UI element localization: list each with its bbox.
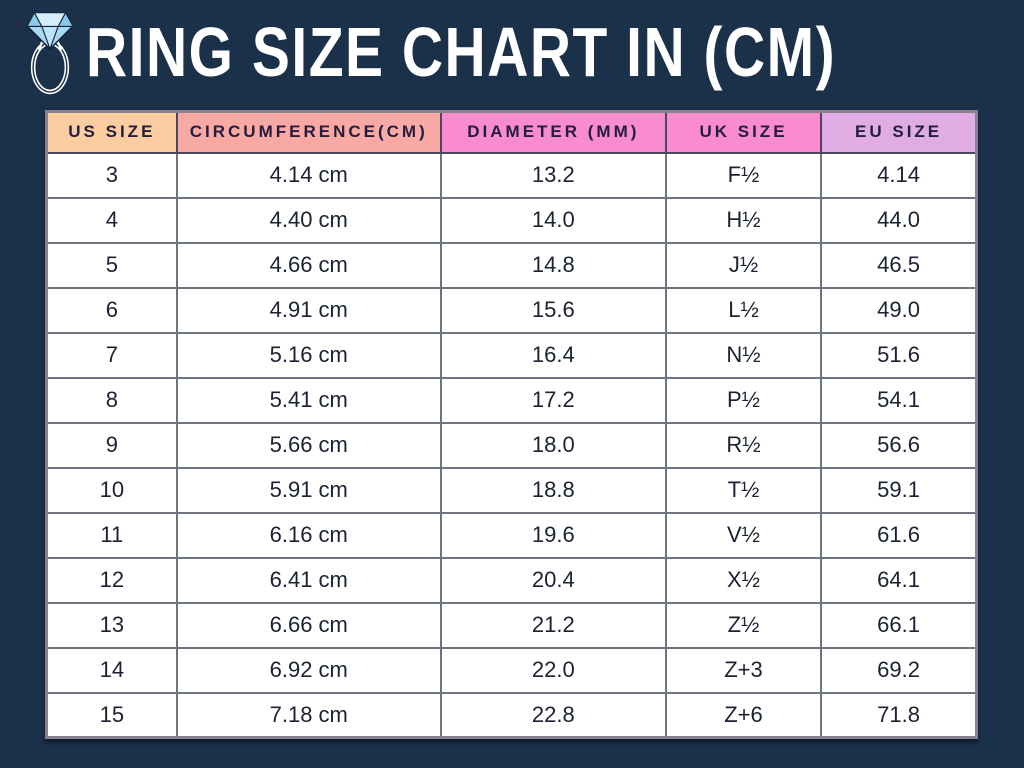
table-row: 14 6.92 cm 22.0 Z+3 69.2 xyxy=(45,646,978,694)
cell-us-size: 3 xyxy=(45,151,178,199)
cell-eu-size: 46.5 xyxy=(820,241,978,289)
cell-uk-size: T½ xyxy=(664,466,823,514)
cell-circumference-cm: 6.41 cm xyxy=(175,556,442,604)
cell-diameter-mm: 20.4 xyxy=(439,556,667,604)
cell-diameter-mm: 22.8 xyxy=(439,691,667,739)
cell-uk-size: V½ xyxy=(664,511,823,559)
cell-us-size: 5 xyxy=(45,241,178,289)
cell-circumference-cm: 5.66 cm xyxy=(175,421,442,469)
cell-uk-size: P½ xyxy=(664,376,823,424)
cell-us-size: 14 xyxy=(45,646,178,694)
cell-circumference-cm: 4.14 cm xyxy=(175,151,442,199)
cell-eu-size: 71.8 xyxy=(820,691,978,739)
page-title: RING SIZE CHART IN (CM) xyxy=(86,13,837,93)
cell-diameter-mm: 14.0 xyxy=(439,196,667,244)
table-row: 13 6.66 cm 21.2 Z½ 66.1 xyxy=(45,601,978,649)
cell-us-size: 8 xyxy=(45,376,178,424)
table-row: 5 4.66 cm 14.8 J½ 46.5 xyxy=(45,241,978,289)
table-row: 3 4.14 cm 13.2 F½ 4.14 xyxy=(45,151,978,199)
table-row: 9 5.66 cm 18.0 R½ 56.6 xyxy=(45,421,978,469)
cell-circumference-cm: 7.18 cm xyxy=(175,691,442,739)
cell-eu-size: 59.1 xyxy=(820,466,978,514)
cell-us-size: 6 xyxy=(45,286,178,334)
cell-diameter-mm: 22.0 xyxy=(439,646,667,694)
cell-diameter-mm: 21.2 xyxy=(439,601,667,649)
cell-uk-size: X½ xyxy=(664,556,823,604)
cell-us-size: 12 xyxy=(45,556,178,604)
cell-diameter-mm: 15.6 xyxy=(439,286,667,334)
cell-circumference-cm: 5.41 cm xyxy=(175,376,442,424)
cell-circumference-cm: 5.16 cm xyxy=(175,331,442,379)
cell-circumference-cm: 4.91 cm xyxy=(175,286,442,334)
cell-us-size: 9 xyxy=(45,421,178,469)
table-container: US SIZE CIRCUMFERENCE(CM) DIAMETER (MM) UK … xyxy=(45,110,978,739)
cell-diameter-mm: 17.2 xyxy=(439,376,667,424)
cell-diameter-mm: 19.6 xyxy=(439,511,667,559)
cell-diameter-mm: 18.8 xyxy=(439,466,667,514)
column-header-uk-size: UK SIZE xyxy=(664,110,823,154)
cell-uk-size: H½ xyxy=(664,196,823,244)
column-header-circumference-cm: CIRCUMFERENCE(CM) xyxy=(175,110,442,154)
table-header-row: US SIZE CIRCUMFERENCE(CM) DIAMETER (MM) UK … xyxy=(45,110,978,154)
cell-uk-size: Z+6 xyxy=(664,691,823,739)
column-header-eu-size: EU SIZE xyxy=(820,110,978,154)
cell-uk-size: Z+3 xyxy=(664,646,823,694)
cell-circumference-cm: 6.66 cm xyxy=(175,601,442,649)
cell-diameter-mm: 16.4 xyxy=(439,331,667,379)
table-row: 11 6.16 cm 19.6 V½ 61.6 xyxy=(45,511,978,559)
table-row: 6 4.91 cm 15.6 L½ 49.0 xyxy=(45,286,978,334)
cell-circumference-cm: 4.66 cm xyxy=(175,241,442,289)
table-row: 4 4.40 cm 14.0 H½ 44.0 xyxy=(45,196,978,244)
table-row: 7 5.16 cm 16.4 N½ 51.6 xyxy=(45,331,978,379)
ring-size-table: US SIZE CIRCUMFERENCE(CM) DIAMETER (MM) UK … xyxy=(45,110,978,739)
cell-eu-size: 66.1 xyxy=(820,601,978,649)
cell-us-size: 7 xyxy=(45,331,178,379)
cell-eu-size: 4.14 xyxy=(820,151,978,199)
cell-eu-size: 64.1 xyxy=(820,556,978,604)
cell-eu-size: 54.1 xyxy=(820,376,978,424)
cell-us-size: 11 xyxy=(45,511,178,559)
cell-uk-size: R½ xyxy=(664,421,823,469)
diamond-ring-icon xyxy=(16,4,84,96)
cell-circumference-cm: 6.16 cm xyxy=(175,511,442,559)
table-row: 15 7.18 cm 22.8 Z+6 71.8 xyxy=(45,691,978,739)
table-row: 12 6.41 cm 20.4 X½ 64.1 xyxy=(45,556,978,604)
table-row: 10 5.91 cm 18.8 T½ 59.1 xyxy=(45,466,978,514)
cell-us-size: 13 xyxy=(45,601,178,649)
cell-us-size: 15 xyxy=(45,691,178,739)
cell-diameter-mm: 18.0 xyxy=(439,421,667,469)
cell-eu-size: 44.0 xyxy=(820,196,978,244)
cell-uk-size: Z½ xyxy=(664,601,823,649)
cell-uk-size: F½ xyxy=(664,151,823,199)
table-row: 8 5.41 cm 17.2 P½ 54.1 xyxy=(45,376,978,424)
cell-uk-size: N½ xyxy=(664,331,823,379)
cell-eu-size: 61.6 xyxy=(820,511,978,559)
column-header-diameter-mm: DIAMETER (MM) xyxy=(439,110,667,154)
cell-eu-size: 51.6 xyxy=(820,331,978,379)
cell-us-size: 10 xyxy=(45,466,178,514)
cell-circumference-cm: 6.92 cm xyxy=(175,646,442,694)
cell-circumference-cm: 5.91 cm xyxy=(175,466,442,514)
column-header-us-size: US SIZE xyxy=(45,110,178,154)
cell-eu-size: 56.6 xyxy=(820,421,978,469)
cell-circumference-cm: 4.40 cm xyxy=(175,196,442,244)
cell-uk-size: J½ xyxy=(664,241,823,289)
cell-diameter-mm: 13.2 xyxy=(439,151,667,199)
cell-eu-size: 69.2 xyxy=(820,646,978,694)
cell-diameter-mm: 14.8 xyxy=(439,241,667,289)
cell-us-size: 4 xyxy=(45,196,178,244)
header: RING SIZE CHART IN (CM) xyxy=(0,0,1024,102)
cell-eu-size: 49.0 xyxy=(820,286,978,334)
cell-uk-size: L½ xyxy=(664,286,823,334)
